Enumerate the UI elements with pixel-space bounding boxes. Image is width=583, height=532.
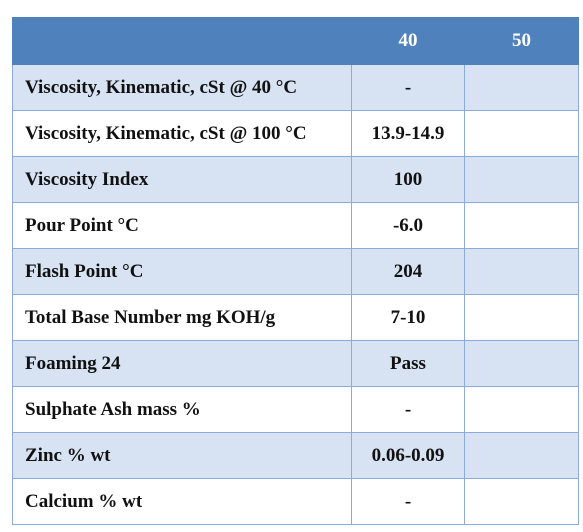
value-40: 13.9-14.9 xyxy=(351,110,465,157)
header-row: 40 50 xyxy=(12,17,579,65)
header-grade-40: 40 xyxy=(351,17,465,65)
specs-table-container: 40 50 Viscosity, Kinematic, cSt @ 40 °C … xyxy=(12,17,579,525)
value-40: 0.06-0.09 xyxy=(351,432,465,479)
header-grade-50: 50 xyxy=(464,17,579,65)
table-row: Zinc % wt 0.06-0.09 xyxy=(12,432,579,479)
value-40: -6.0 xyxy=(351,202,465,249)
table-row: Total Base Number mg KOH/g 7-10 xyxy=(12,294,579,341)
table-row: Sulphate Ash mass % - xyxy=(12,386,579,433)
property-name: Foaming 24 xyxy=(12,340,352,387)
table-row: Foaming 24 Pass xyxy=(12,340,579,387)
table-row: Calcium % wt - xyxy=(12,478,579,525)
value-50 xyxy=(464,294,579,341)
value-40: 7-10 xyxy=(351,294,465,341)
value-50 xyxy=(464,340,579,387)
value-50 xyxy=(464,110,579,157)
table-row: Viscosity Index 100 xyxy=(12,156,579,203)
header-property xyxy=(12,17,352,65)
property-name: Viscosity, Kinematic, cSt @ 100 °C xyxy=(12,110,352,157)
value-40: 100 xyxy=(351,156,465,203)
table-row: Pour Point °C -6.0 xyxy=(12,202,579,249)
property-name: Flash Point °C xyxy=(12,248,352,295)
value-40: - xyxy=(351,386,465,433)
property-name: Viscosity Index xyxy=(12,156,352,203)
property-name: Viscosity, Kinematic, cSt @ 40 °C xyxy=(12,64,352,111)
property-name: Pour Point °C xyxy=(12,202,352,249)
value-50 xyxy=(464,202,579,249)
value-40: - xyxy=(351,478,465,525)
value-40: Pass xyxy=(351,340,465,387)
value-50 xyxy=(464,386,579,433)
value-40: - xyxy=(351,64,465,111)
table-row: Flash Point °C 204 xyxy=(12,248,579,295)
property-name: Calcium % wt xyxy=(12,478,352,525)
value-50 xyxy=(464,156,579,203)
value-40: 204 xyxy=(351,248,465,295)
value-50 xyxy=(464,64,579,111)
property-name: Zinc % wt xyxy=(12,432,352,479)
property-name: Total Base Number mg KOH/g xyxy=(12,294,352,341)
property-name: Sulphate Ash mass % xyxy=(12,386,352,433)
specs-table: 40 50 Viscosity, Kinematic, cSt @ 40 °C … xyxy=(12,17,579,525)
table-row: Viscosity, Kinematic, cSt @ 40 °C - xyxy=(12,64,579,111)
value-50 xyxy=(464,432,579,479)
value-50 xyxy=(464,478,579,525)
table-row: Viscosity, Kinematic, cSt @ 100 °C 13.9-… xyxy=(12,110,579,157)
value-50 xyxy=(464,248,579,295)
